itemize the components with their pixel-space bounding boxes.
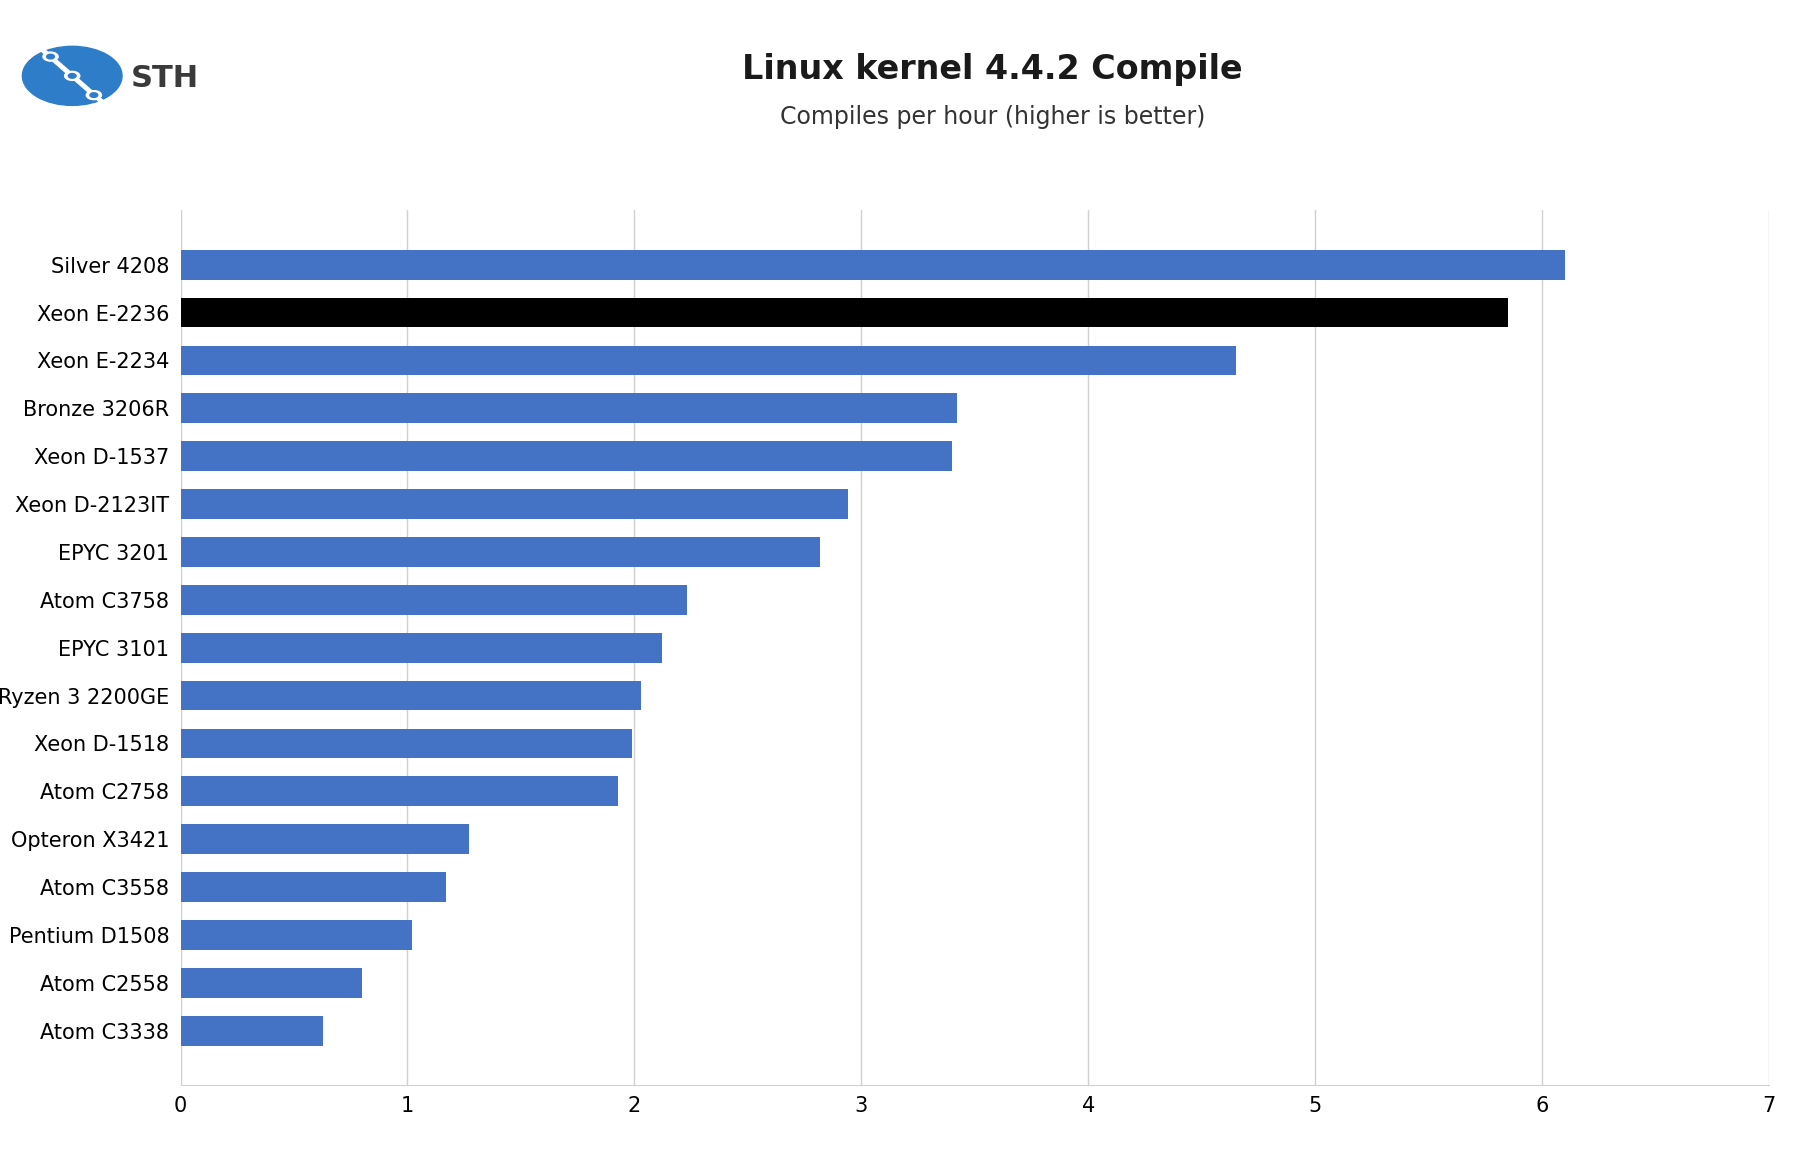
Bar [180, 585, 686, 615]
Circle shape [90, 93, 97, 97]
Bar [180, 298, 1507, 328]
Circle shape [43, 53, 58, 61]
Circle shape [87, 91, 101, 99]
Bar [180, 489, 848, 519]
Bar [180, 872, 446, 902]
Bar [180, 441, 951, 471]
Bar [180, 776, 619, 806]
Bar [180, 824, 469, 854]
Circle shape [47, 55, 54, 58]
Bar [180, 250, 1565, 280]
Bar [180, 537, 821, 567]
Text: Compiles per hour (higher is better): Compiles per hour (higher is better) [780, 105, 1206, 130]
Bar [180, 680, 641, 711]
Bar [180, 728, 632, 759]
Text: STH: STH [130, 64, 199, 93]
Circle shape [22, 47, 123, 105]
Circle shape [65, 71, 79, 81]
Bar [180, 1015, 323, 1046]
Bar [180, 393, 957, 424]
Text: Linux kernel 4.4.2 Compile: Linux kernel 4.4.2 Compile [742, 53, 1244, 85]
Bar [180, 345, 1236, 376]
Bar [180, 633, 662, 663]
Bar [180, 920, 412, 950]
Circle shape [69, 74, 76, 78]
Bar [180, 967, 363, 998]
